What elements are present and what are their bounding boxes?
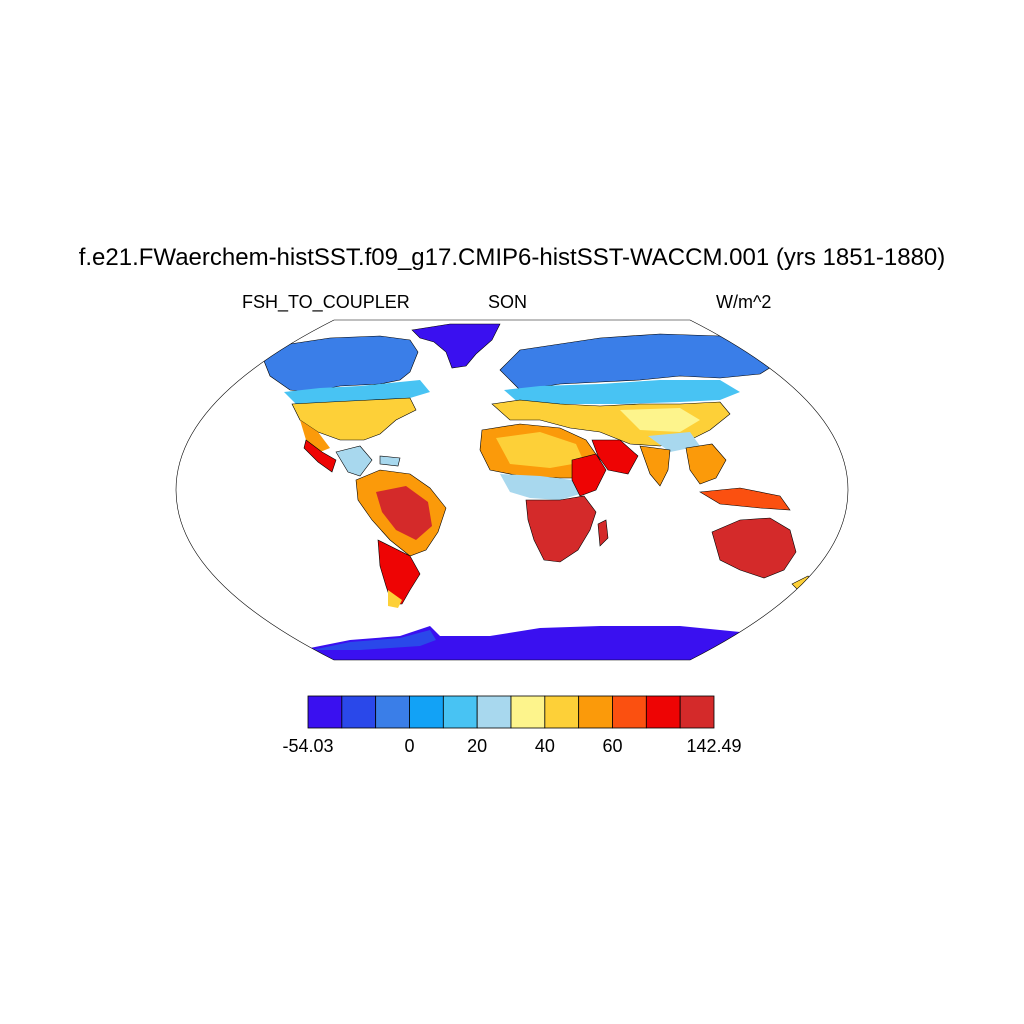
indonesia-region (699, 487, 791, 511)
mexico-region (303, 439, 337, 473)
africa-sahel (500, 474, 580, 500)
north-america-north (261, 335, 419, 393)
colorbar-tick-label: 40 (534, 736, 555, 756)
caribbean-islands (379, 455, 401, 467)
map-boundary (175, 319, 849, 661)
colorbar-tick-label: 20 (467, 736, 488, 756)
colorbar-swatch (375, 695, 410, 729)
colorbar-tick-label: 142.49 (686, 736, 742, 756)
colorbar-swatch (476, 695, 512, 729)
antarctica-coast (312, 630, 436, 650)
central-america (335, 445, 373, 477)
colorbar-tick-label: 0 (404, 736, 415, 756)
new-zealand-region (791, 575, 817, 593)
greenland-region (411, 323, 501, 369)
colorbar-tick-label: -54.03 (282, 736, 334, 756)
central-asia-region (620, 408, 700, 432)
australia-region (711, 517, 797, 579)
colorbar-swatch (442, 695, 478, 729)
south-america-amazon (376, 486, 432, 540)
southeast-asia-region (685, 443, 727, 485)
units-label: W/m^2 (716, 292, 772, 312)
india-region (639, 445, 671, 487)
sahara-region (496, 432, 584, 468)
colorbar (307, 695, 715, 729)
colorbar-swatch (544, 695, 580, 729)
north-america-boreal (284, 380, 430, 404)
north-america-southwest (300, 420, 330, 452)
africa-south (525, 495, 597, 563)
colorbar-swatch (578, 695, 613, 729)
patagonia-region (388, 590, 402, 608)
eurasia-north (499, 333, 777, 391)
colorbar-swatch (510, 695, 546, 729)
south-america-south (377, 539, 421, 605)
arabia-region (591, 439, 639, 475)
colorbar-swatch (679, 695, 715, 729)
variable-name: FSH_TO_COUPLER (242, 292, 410, 312)
colorbar-swatch (341, 695, 377, 729)
colorbar-swatch (612, 695, 647, 729)
colorbar-swatch (307, 695, 343, 729)
madagascar-region (597, 519, 609, 547)
east-africa-horn (571, 453, 607, 497)
colorbar-swatch (645, 695, 681, 729)
colorbar-swatch (409, 695, 444, 729)
colorbar-tick-label: 60 (602, 736, 623, 756)
season-label: SON (488, 292, 528, 312)
map-title: f.e21.FWaerchem-histSST.f09_g17.CMIP6-hi… (78, 244, 946, 271)
eurasia-boreal (504, 380, 740, 404)
himalaya-region (648, 432, 700, 452)
